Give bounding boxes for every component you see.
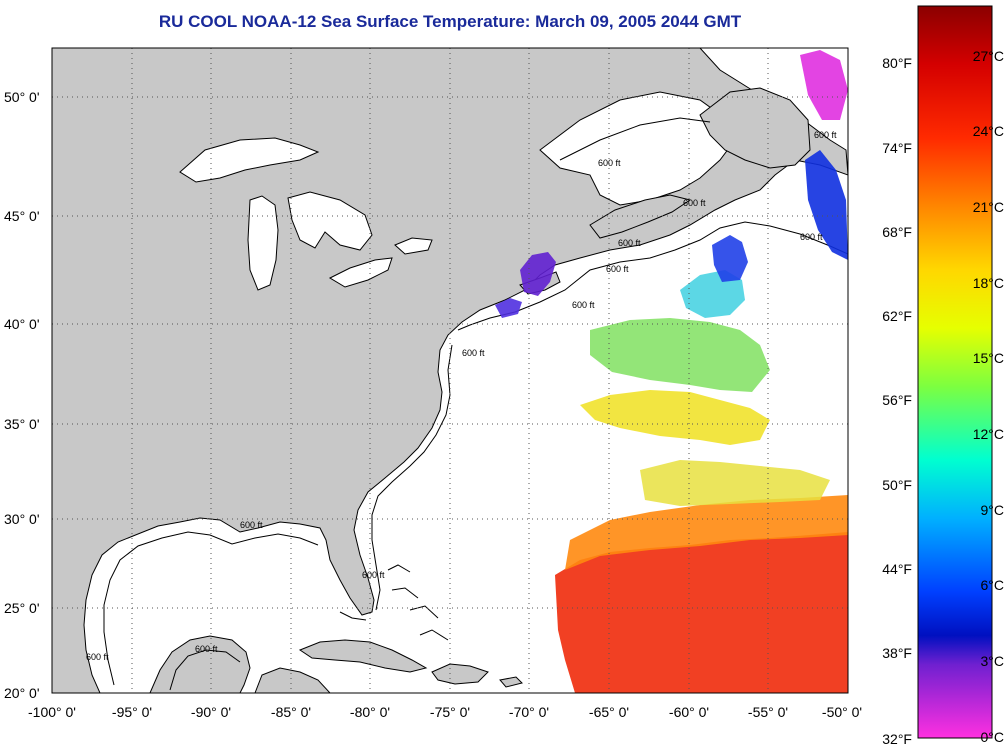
fahrenheit-label: 38°F <box>882 645 912 661</box>
isobath-label: 600 ft <box>598 158 621 168</box>
hispaniola-land <box>431 663 489 685</box>
lon-label: -75° 0' <box>430 704 470 720</box>
celsius-label: 18°C <box>973 275 1004 291</box>
sst-yellow-south <box>640 460 830 506</box>
sst-warm-region <box>555 532 848 693</box>
lon-label: -65° 0' <box>589 704 629 720</box>
isobath-label: 600 ft <box>618 238 641 248</box>
isobath-label: 600 ft <box>572 300 595 310</box>
isobath-label: 600 ft <box>195 644 218 654</box>
lon-label: -85° 0' <box>271 704 311 720</box>
bahamas-islands <box>387 564 449 641</box>
sst-green-patch <box>590 318 770 392</box>
sst-cyan-patch <box>680 270 745 318</box>
central-america-land <box>254 667 331 693</box>
lat-label: 20° 0' <box>4 685 40 701</box>
lon-label: -55° 0' <box>748 704 788 720</box>
fahrenheit-label: 32°F <box>882 731 912 747</box>
celsius-label: 15°C <box>973 350 1004 366</box>
celsius-label: 24°C <box>973 123 1004 139</box>
celsius-label: 6°C <box>981 577 1005 593</box>
map-frame <box>51 47 849 694</box>
isobath-contour <box>559 117 711 161</box>
sst-yellow-patch <box>580 390 770 445</box>
sst-cold-scotian <box>712 235 748 282</box>
lat-label: 50° 0' <box>4 89 40 105</box>
lon-label: -60° 0' <box>669 704 709 720</box>
fahrenheit-label: 50°F <box>882 477 912 493</box>
isobath-contour <box>169 649 241 691</box>
map-title: RU COOL NOAA-12 Sea Surface Temperature:… <box>158 12 742 31</box>
celsius-label: 9°C <box>981 502 1005 518</box>
puerto-rico-land <box>499 676 523 688</box>
celsius-label: 0°C <box>981 729 1005 745</box>
longitude-labels: -100° 0' -95° 0' -90° 0' -85° 0' -80° 0'… <box>28 704 862 720</box>
celsius-label: 3°C <box>981 653 1005 669</box>
fahrenheit-label: 56°F <box>882 392 912 408</box>
lat-label: 40° 0' <box>4 316 40 332</box>
temperature-colorbar <box>917 5 993 739</box>
yucatan-land <box>149 635 251 693</box>
sst-cold-nantucket <box>495 298 522 318</box>
isobath-label: 600 ft <box>86 652 109 662</box>
celsius-label: 27°C <box>973 48 1004 64</box>
celsius-label: 12°C <box>973 426 1004 442</box>
fahrenheit-label: 44°F <box>882 561 912 577</box>
isobath-label: 600 ft <box>683 198 706 208</box>
fahrenheit-label: 80°F <box>882 55 912 71</box>
isobath-label: 600 ft <box>462 348 485 358</box>
fahrenheit-label: 74°F <box>882 140 912 156</box>
celsius-label: 21°C <box>973 199 1004 215</box>
isobath-contour <box>103 531 319 686</box>
lon-label: -80° 0' <box>350 704 390 720</box>
isobath-label: 600 ft <box>814 130 837 140</box>
lat-label: 35° 0' <box>4 416 40 432</box>
nova-scotia-land <box>589 194 692 239</box>
latitude-labels: 50° 0' 45° 0' 40° 0' 35° 0' 30° 0' 25° 0… <box>4 89 40 701</box>
isobath-label: 600 ft <box>362 570 385 580</box>
gulf-st-lawrence <box>539 91 736 206</box>
fahrenheit-labels: 80°F 74°F 68°F 62°F 56°F 50°F 44°F 38°F … <box>882 55 912 747</box>
isobath-label: 600 ft <box>606 264 629 274</box>
lon-label: -70° 0' <box>509 704 549 720</box>
lon-label: -90° 0' <box>191 704 231 720</box>
lake-erie <box>328 257 393 288</box>
florida-keys <box>339 611 367 621</box>
lon-label: -95° 0' <box>112 704 152 720</box>
lake-ontario <box>394 237 433 255</box>
isobath-label: 600 ft <box>240 520 263 530</box>
fahrenheit-label: 68°F <box>882 224 912 240</box>
lat-label: 25° 0' <box>4 600 40 616</box>
sst-cold-north <box>800 50 848 120</box>
lake-superior <box>179 137 320 183</box>
fahrenheit-label: 62°F <box>882 308 912 324</box>
sst-orange-band <box>565 495 848 570</box>
sst-cold-labrador <box>805 150 848 260</box>
lat-label: 45° 0' <box>4 208 40 224</box>
lon-label: -50° 0' <box>822 704 862 720</box>
lon-label: -100° 0' <box>28 704 76 720</box>
celsius-labels: 27°C 24°C 21°C 18°C 15°C 12°C 9°C 6°C 3°… <box>973 48 1004 745</box>
lat-label: 30° 0' <box>4 511 40 527</box>
lake-michigan <box>247 195 279 291</box>
newfoundland-land <box>699 87 811 169</box>
cuba-land <box>298 639 428 673</box>
isobath-label: 600 ft <box>800 232 823 242</box>
lake-huron <box>287 191 373 251</box>
isobath-contour <box>371 344 453 611</box>
